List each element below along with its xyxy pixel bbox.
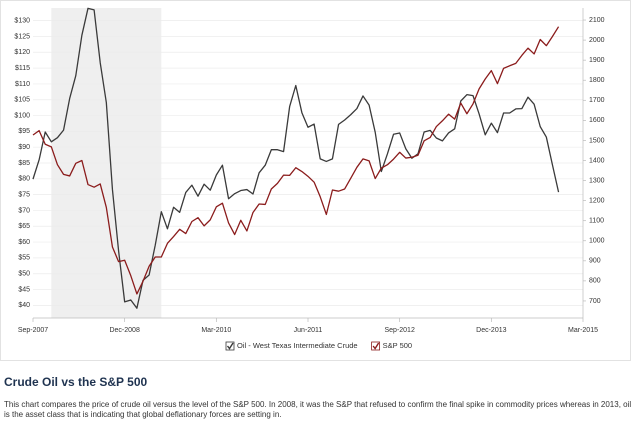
y2-tick-label: 1000: [589, 238, 605, 245]
x-tick-label: Dec-2013: [476, 327, 506, 334]
y-tick-label: $120: [14, 49, 30, 56]
x-tick-label: Dec-2008: [109, 327, 139, 334]
y2-tick-label: 1300: [589, 177, 605, 184]
y-tick-label: $85: [18, 160, 30, 167]
x-tick-label: Mar-2015: [568, 327, 598, 334]
legend-item[interactable]: S&P 500: [371, 341, 412, 351]
y-tick-label: $90: [18, 144, 30, 151]
x-tick-label: Jun-2011: [294, 327, 323, 334]
series-line: [32, 7, 560, 309]
y2-tick-label: 2000: [589, 37, 605, 44]
legend-item[interactable]: Oil - West Texas Intermediate Crude: [225, 341, 358, 351]
y-tick-label: $95: [18, 128, 30, 135]
y-tick-label: $55: [18, 255, 30, 262]
legend-check: [226, 342, 234, 350]
y-tick-label: $50: [18, 271, 30, 278]
x-tick-label: Sep-2007: [18, 327, 48, 334]
caption-text: This chart compares the price of crude o…: [4, 400, 632, 419]
y2-tick-label: 1600: [589, 117, 605, 124]
y2-tick-label: 1100: [589, 218, 604, 225]
chart-frame: [0, 0, 631, 361]
y-tick-label: $80: [18, 176, 30, 183]
y2-tick-label: 1700: [589, 97, 605, 104]
y-tick-label: $65: [18, 223, 30, 230]
y-tick-label: $45: [18, 286, 30, 293]
y-tick-label: $115: [15, 65, 30, 72]
y2-tick-label: 1500: [589, 137, 605, 144]
x-tick-label: Sep-2012: [384, 327, 414, 334]
legend-checkbox: [371, 341, 381, 351]
chart: $40 $45 $50 $55 $60 $65 $70 $75 $80 $85 $90 $95 $100…: [0, 0, 631, 361]
y2-tick-label: 2100: [589, 17, 605, 24]
legend-label: S&P 500: [383, 341, 412, 350]
y-tick-label: $40: [18, 302, 30, 309]
legend-checkbox: [225, 341, 235, 351]
y2-tick-label: 1800: [589, 77, 605, 84]
legend-label: Oil - West Texas Intermediate Crude: [237, 341, 358, 350]
caption-title: Crude Oil vs the S&P 500: [4, 375, 148, 389]
y-tick-label: $130: [14, 17, 30, 24]
y2-tick-label: 1200: [589, 197, 605, 204]
y2-tick-label: 1900: [589, 57, 605, 64]
y2-tick-label: 1400: [589, 157, 605, 164]
y2-tick-label: 900: [589, 258, 601, 265]
legend-check: [372, 342, 380, 350]
series-line: [32, 26, 560, 295]
y-tick-label: $110: [15, 81, 30, 88]
y-tick-label: $125: [14, 33, 30, 40]
y-tick-label: $60: [18, 239, 30, 246]
y-tick-label: $105: [14, 97, 30, 104]
y-tick-label: $70: [18, 207, 30, 214]
x-tick-label: Mar-2010: [201, 327, 231, 334]
y-tick-label: $100: [14, 112, 30, 119]
y2-tick-label: 700: [589, 298, 601, 305]
y-tick-label: $75: [18, 191, 30, 198]
y2-tick-label: 800: [589, 278, 601, 285]
